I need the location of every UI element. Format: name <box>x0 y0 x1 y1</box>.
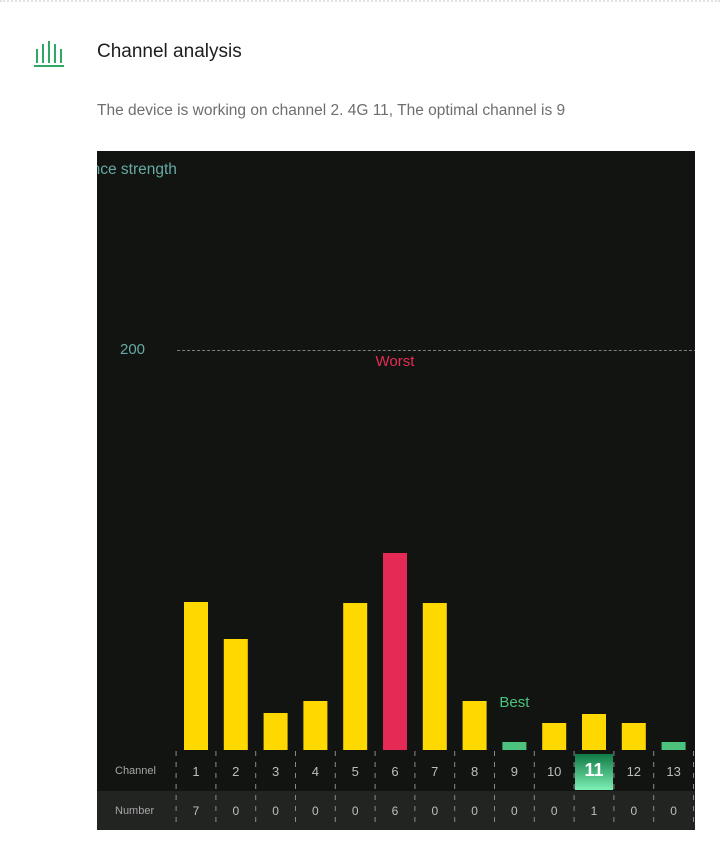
section-title: Channel analysis <box>97 41 242 62</box>
bar-chart-icon <box>34 41 64 67</box>
channel-tick-label: 5 <box>352 764 359 779</box>
top-divider <box>0 0 720 2</box>
reference-line <box>177 350 695 351</box>
channel-tick-label: 8 <box>471 764 478 779</box>
channel-tick-label: 10 <box>547 764 561 779</box>
bar-channel-9 <box>502 742 527 750</box>
channel-chart: ence strength 200 Channel Number 1 7 2 0 3 0 4… <box>97 151 695 830</box>
channel-count-label: 6 <box>392 804 399 818</box>
current-channel-highlight <box>575 754 613 790</box>
worst-label: Worst <box>376 353 416 370</box>
bar-channel-12 <box>621 723 646 750</box>
channel-count-label: 0 <box>670 804 677 818</box>
channel-tick-label: 6 <box>391 764 398 779</box>
channel-count-label: 0 <box>511 804 518 818</box>
bar-channel-8 <box>462 701 487 750</box>
channel-tick-label: 12 <box>627 764 641 779</box>
section-header <box>34 40 64 68</box>
channel-count-label: 0 <box>551 804 558 818</box>
reference-tick-label: 200 <box>120 341 146 358</box>
bar-channel-6 <box>383 553 407 750</box>
channel-count-label: 0 <box>272 804 279 818</box>
bar-channel-7 <box>422 603 447 750</box>
channel-row-label: Channel <box>115 765 156 777</box>
channel-count-label: 0 <box>431 804 438 818</box>
channel-tick-label: 2 <box>232 764 239 779</box>
channel-tick-label: 3 <box>272 764 279 779</box>
bar-channel-11 <box>582 714 606 750</box>
channel-count-label: 7 <box>193 804 200 818</box>
best-label: Best <box>499 694 530 711</box>
bar-channel-10 <box>542 723 567 750</box>
bar-channel-5 <box>343 603 368 750</box>
bar-channel-1 <box>184 602 208 750</box>
channel-count-label: 0 <box>630 804 637 818</box>
bar-channel-2 <box>223 639 248 750</box>
channel-tick-label: 11 <box>584 760 603 780</box>
y-axis-label: ence strength <box>97 161 177 178</box>
bar-channel-4 <box>303 701 328 750</box>
channel-count-label: 0 <box>471 804 478 818</box>
channel-tick-label: 7 <box>431 764 438 779</box>
channel-count-label: 0 <box>352 804 359 818</box>
channel-tick-label: 13 <box>666 764 680 779</box>
channel-tick-label: 1 <box>192 764 199 779</box>
channel-count-label: 1 <box>591 804 598 818</box>
channel-tick-label: 9 <box>511 764 518 779</box>
bar-channel-3 <box>263 713 288 750</box>
channel-count-label: 0 <box>232 804 239 818</box>
count-row-label: Number <box>115 805 155 817</box>
channel-count-label: 0 <box>312 804 319 818</box>
count-row-background <box>97 791 695 830</box>
bar-channel-13 <box>661 742 686 750</box>
channel-tick-label: 4 <box>312 764 319 779</box>
status-text: The device is working on channel 2. 4G 1… <box>97 102 566 119</box>
